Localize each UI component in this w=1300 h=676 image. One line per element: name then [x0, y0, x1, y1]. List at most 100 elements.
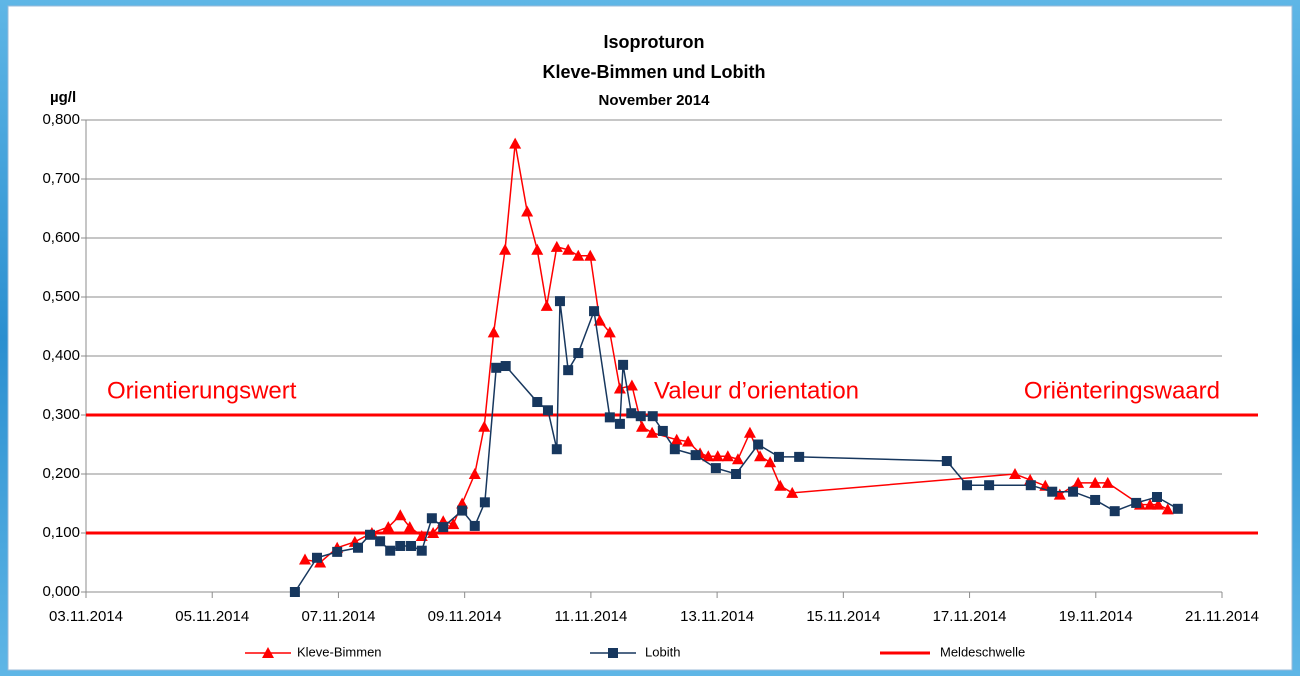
data-point	[289, 587, 300, 597]
data-point	[415, 529, 428, 541]
data-point	[406, 540, 417, 551]
chart-title: Isoproturon	[604, 32, 705, 52]
chart-subtitle: Kleve-Bimmen und Lobith	[542, 62, 765, 82]
data-point	[1089, 476, 1102, 488]
data-point	[1047, 486, 1058, 497]
x-tick-label: 07.11.2014	[301, 608, 375, 625]
data-point	[572, 249, 585, 261]
data-point	[365, 529, 375, 540]
data-point	[551, 444, 562, 455]
data-point	[426, 513, 437, 524]
data-point	[479, 497, 490, 508]
y-tick-label: 0,100	[42, 524, 80, 541]
data-point	[636, 420, 649, 432]
data-point	[554, 296, 565, 307]
data-point	[438, 522, 449, 533]
data-point	[669, 444, 680, 455]
data-point	[604, 412, 615, 423]
data-point	[478, 420, 491, 432]
data-point	[635, 411, 646, 422]
data-point	[382, 521, 395, 533]
data-point	[962, 480, 973, 491]
chart-area	[7, 5, 1293, 671]
data-point	[403, 521, 416, 533]
y-tick-label: 0,700	[42, 170, 80, 187]
data-point	[540, 299, 553, 311]
data-point	[731, 453, 744, 465]
x-tick-label: 21.11.2014	[1185, 608, 1259, 625]
x-tick-label: 17.11.2014	[933, 608, 1007, 625]
y-axis-label: µg/l	[50, 89, 76, 106]
data-point	[618, 359, 629, 370]
data-point	[731, 469, 742, 479]
y-tick-label: 0,300	[42, 406, 80, 423]
data-point	[1053, 488, 1066, 500]
x-tick-label: 03.11.2014	[49, 608, 123, 625]
legend-label: Meldeschwelle	[940, 644, 1025, 659]
data-point	[394, 509, 407, 521]
data-point	[332, 546, 343, 557]
data-point	[468, 468, 481, 479]
data-point	[786, 486, 799, 498]
data-point	[774, 479, 787, 491]
data-point	[682, 435, 695, 447]
data-point	[487, 326, 500, 338]
x-tick-label: 15.11.2014	[806, 608, 880, 625]
data-point	[625, 379, 638, 391]
data-point	[764, 456, 777, 468]
data-point	[375, 536, 386, 547]
data-point	[646, 426, 659, 438]
data-point	[1090, 494, 1101, 505]
legend-marker	[262, 647, 274, 658]
data-point	[773, 451, 784, 462]
y-tick-label: 0,600	[42, 229, 80, 246]
data-point	[1144, 498, 1157, 510]
chart-period: November 2014	[599, 92, 711, 109]
y-tick-label: 0,000	[42, 583, 80, 600]
data-point	[1109, 506, 1120, 517]
y-tick-label: 0,800	[42, 111, 80, 128]
data-point	[500, 361, 511, 372]
data-point	[647, 411, 658, 422]
x-tick-label: 05.11.2014	[175, 608, 249, 625]
data-point	[614, 418, 625, 429]
data-point	[353, 542, 364, 553]
data-point	[711, 450, 724, 462]
data-point	[1152, 498, 1165, 510]
data-point	[657, 425, 668, 436]
data-point	[754, 450, 767, 462]
legend-marker	[608, 648, 618, 658]
data-point	[702, 450, 715, 462]
data-point	[499, 243, 512, 255]
data-point	[1008, 468, 1021, 479]
data-point	[550, 240, 563, 252]
data-point	[1131, 497, 1142, 508]
data-point	[613, 382, 626, 394]
data-point	[690, 450, 701, 461]
data-point	[311, 552, 322, 563]
data-point	[670, 433, 683, 445]
data-point	[427, 527, 440, 538]
data-point	[1068, 486, 1079, 497]
data-point	[1172, 503, 1183, 514]
data-point	[941, 456, 952, 467]
data-point	[794, 451, 805, 462]
data-point	[603, 326, 616, 338]
data-point	[469, 520, 480, 531]
y-tick-label: 0,200	[42, 465, 80, 482]
data-point	[385, 545, 396, 556]
orientation-label: Orientierungswert	[107, 377, 297, 404]
data-point	[984, 480, 995, 491]
data-point	[753, 439, 764, 450]
data-point	[509, 137, 522, 149]
data-point	[1151, 492, 1162, 503]
data-point	[491, 362, 502, 373]
data-point	[542, 405, 553, 416]
orientation-label: Oriënteringswaard	[1024, 377, 1220, 404]
data-point	[563, 365, 574, 376]
data-point	[447, 518, 460, 530]
x-tick-label: 13.11.2014	[680, 608, 754, 625]
data-point	[562, 243, 575, 255]
data-point	[589, 306, 600, 317]
data-point	[573, 348, 584, 359]
